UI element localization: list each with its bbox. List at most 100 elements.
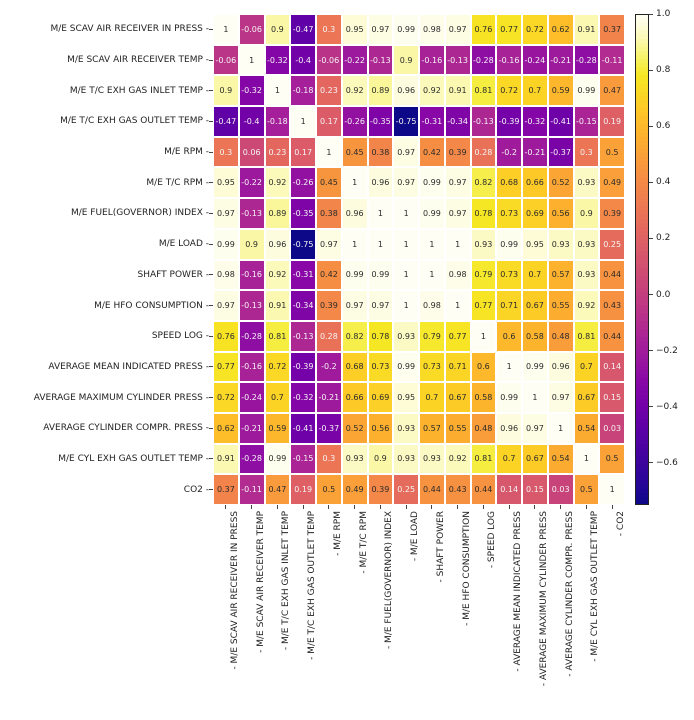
heatmap-cell: 1	[239, 45, 265, 76]
heatmap-cell: -0.13	[290, 321, 316, 352]
heatmap-cell: 0.93	[393, 444, 419, 475]
heatmap-cell: 0.44	[599, 321, 625, 352]
heatmap-cell: 0.78	[471, 198, 497, 229]
heatmap-cell: 0.47	[265, 474, 291, 505]
heatmap-cell: 0.19	[599, 106, 625, 137]
column-label: - SPEED LOG	[487, 511, 497, 711]
heatmap-cell: -0.32	[239, 75, 265, 106]
heatmap-cell: -0.4	[239, 106, 265, 137]
heatmap-cell: 0.67	[522, 290, 548, 321]
colorbar: −0.6−0.4−0.20.00.20.40.60.81.0	[635, 14, 649, 505]
heatmap-cell: -0.16	[419, 45, 445, 76]
heatmap-cell: 0.69	[368, 382, 394, 413]
column-label: - CO2	[616, 511, 626, 711]
heatmap-cell: 0.67	[522, 444, 548, 475]
heatmap-cell: 0.44	[471, 474, 497, 505]
heatmap-cell: 0.39	[316, 290, 342, 321]
heatmap-cell: 0.93	[574, 260, 600, 291]
heatmap-cell: 1	[342, 229, 368, 260]
heatmap-cell: -0.75	[290, 229, 316, 260]
heatmap-cell: -0.06	[239, 14, 265, 45]
heatmap-cell: 0.92	[265, 167, 291, 198]
heatmap-cell: 0.98	[445, 260, 471, 291]
heatmap-cell: -0.24	[522, 45, 548, 76]
heatmap-cell: 1	[393, 290, 419, 321]
heatmap-cell: 1	[368, 198, 394, 229]
heatmap-cell: 0.54	[548, 444, 574, 475]
heatmap-cell: 0.79	[419, 321, 445, 352]
heatmap-cell: 0.99	[393, 352, 419, 383]
heatmap-cell: 0.5	[316, 474, 342, 505]
heatmap-cell: -0.32	[265, 45, 291, 76]
heatmap-cell: 1	[445, 229, 471, 260]
row-label: AVERAGE MEAN INDICATED PRESS -	[48, 360, 213, 374]
heatmap-cell: -0.18	[290, 75, 316, 106]
row-label: AVERAGE CYLINDER COMPR. PRESS -	[43, 421, 213, 435]
heatmap-cell: -0.26	[342, 106, 368, 137]
heatmap-cell: 0.15	[522, 474, 548, 505]
heatmap-cell: -0.28	[574, 45, 600, 76]
heatmap-cell: 0.49	[599, 167, 625, 198]
heatmap-cell: 1	[213, 14, 239, 45]
heatmap-cell: 1	[419, 229, 445, 260]
heatmap-cell: 0.92	[445, 444, 471, 475]
heatmap-cell: 1	[290, 106, 316, 137]
heatmap-cell: -0.15	[574, 106, 600, 137]
heatmap-cell: 0.7	[522, 75, 548, 106]
heatmap-cell: -0.39	[496, 106, 522, 137]
heatmap-cell: 0.37	[213, 474, 239, 505]
heatmap-cell: 0.62	[213, 413, 239, 444]
heatmap-cell: 0.57	[419, 413, 445, 444]
heatmap-cell: 0.25	[393, 474, 419, 505]
heatmap-cell: 0.81	[574, 321, 600, 352]
row-label: CO2 -	[184, 483, 213, 497]
heatmap-cell: 0.89	[265, 198, 291, 229]
heatmap-cell: 0.92	[265, 260, 291, 291]
heatmap-cell: -0.06	[213, 45, 239, 76]
row-label: M/E T/C EXH GAS INLET TEMP -	[70, 84, 213, 98]
heatmap-cell: 0.7	[419, 382, 445, 413]
heatmap-cell: 0.9	[368, 444, 394, 475]
heatmap-cell: 0.9	[213, 75, 239, 106]
heatmap-cell: 0.97	[522, 413, 548, 444]
heatmap-cell: 0.49	[342, 474, 368, 505]
heatmap-cell: 0.17	[316, 106, 342, 137]
heatmap-cell: 0.72	[213, 382, 239, 413]
heatmap-cell: -0.32	[290, 382, 316, 413]
heatmap-cell: -0.16	[496, 45, 522, 76]
heatmap-cell: 0.91	[574, 14, 600, 45]
heatmap-cell: 0.97	[393, 167, 419, 198]
heatmap-cell: 0.89	[368, 75, 394, 106]
column-label: - AVERAGE MAXIMUM CYLINDER PRESS	[539, 511, 549, 711]
column-label: - SHAFT POWER	[436, 511, 446, 711]
heatmap-cell: 0.14	[496, 474, 522, 505]
heatmap-cell: 0.96	[548, 352, 574, 383]
heatmap-cell: -0.06	[316, 45, 342, 76]
heatmap-cell: 0.55	[548, 290, 574, 321]
row-label: AVERAGE MAXIMUM CYLINDER PRESS -	[34, 391, 213, 405]
heatmap-cell: 0.98	[419, 290, 445, 321]
heatmap-cell: -0.21	[548, 45, 574, 76]
row-label: M/E SCAV AIR RECEIVER TEMP -	[67, 53, 213, 67]
heatmap-cell: 1	[496, 352, 522, 383]
row-label: M/E RPM -	[164, 145, 213, 159]
heatmap-cell: -0.35	[290, 198, 316, 229]
heatmap-cell: 0.99	[393, 14, 419, 45]
heatmap-cell: 0.15	[599, 382, 625, 413]
heatmap-cell: 0.72	[265, 352, 291, 383]
column-label: - M/E FUEL(GOVERNOR) INDEX	[384, 511, 394, 711]
heatmap-cell: 1	[368, 229, 394, 260]
row-label: M/E SCAV AIR RECEIVER IN PRESS -	[50, 22, 213, 36]
heatmap-cell: 1	[265, 75, 291, 106]
column-label: - M/E T/C EXH GAS INLET TEMP	[281, 511, 291, 711]
heatmap-cell: -0.35	[368, 106, 394, 137]
column-label: - M/E RPM	[333, 511, 343, 711]
heatmap-cell: 0.97	[445, 14, 471, 45]
heatmap-cell: 0.77	[445, 321, 471, 352]
heatmap-cell: 0.17	[290, 137, 316, 168]
heatmap-cell: 0.3	[316, 14, 342, 45]
colorbar-tick-label: −0.4	[649, 402, 678, 412]
heatmap-cell: -0.2	[496, 137, 522, 168]
column-label: - M/E SCAV AIR RECEIVER IN PRESS	[230, 511, 240, 711]
heatmap-cell: 0.37	[599, 14, 625, 45]
